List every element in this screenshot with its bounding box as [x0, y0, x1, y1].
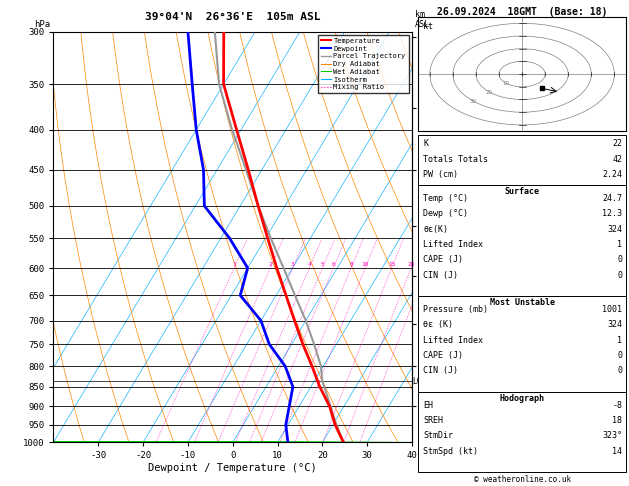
Text: 0: 0: [617, 271, 622, 279]
Text: 324: 324: [607, 320, 622, 330]
Text: θε (K): θε (K): [423, 320, 454, 330]
Text: 20: 20: [407, 262, 415, 267]
Text: 324: 324: [607, 225, 622, 234]
Text: 3: 3: [291, 262, 294, 267]
Text: CIN (J): CIN (J): [423, 366, 459, 375]
Text: 30: 30: [470, 99, 477, 104]
Text: K: K: [423, 139, 428, 148]
Text: SREH: SREH: [423, 416, 443, 425]
Text: CAPE (J): CAPE (J): [423, 255, 464, 264]
Text: 0: 0: [617, 255, 622, 264]
Text: 5: 5: [321, 262, 325, 267]
Text: 6: 6: [331, 262, 335, 267]
Text: 24.7: 24.7: [602, 194, 622, 203]
Text: 323°: 323°: [602, 432, 622, 440]
Text: hPa: hPa: [34, 20, 50, 29]
Text: 1: 1: [617, 336, 622, 345]
Text: 26.09.2024  18GMT  (Base: 18): 26.09.2024 18GMT (Base: 18): [437, 7, 607, 17]
Text: 4: 4: [308, 262, 311, 267]
Text: 0: 0: [617, 366, 622, 375]
Text: 10: 10: [503, 81, 509, 86]
Text: EH: EH: [423, 401, 433, 410]
Text: 20: 20: [486, 89, 493, 95]
Text: 8: 8: [349, 262, 353, 267]
Text: 0: 0: [617, 351, 622, 360]
Text: StmDir: StmDir: [423, 432, 454, 440]
Text: Totals Totals: Totals Totals: [423, 155, 488, 164]
Text: km
ASL: km ASL: [415, 11, 430, 29]
Text: 14: 14: [612, 447, 622, 456]
Text: Hodograph: Hodograph: [499, 394, 545, 403]
Text: θε(K): θε(K): [423, 225, 448, 234]
Text: Most Unstable: Most Unstable: [489, 298, 555, 307]
Text: 22: 22: [612, 139, 622, 148]
Text: CAPE (J): CAPE (J): [423, 351, 464, 360]
Text: 12.3: 12.3: [602, 209, 622, 218]
Text: © weatheronline.co.uk: © weatheronline.co.uk: [474, 475, 571, 484]
Text: Temp (°C): Temp (°C): [423, 194, 469, 203]
Text: PW (cm): PW (cm): [423, 170, 459, 179]
Text: 15: 15: [388, 262, 396, 267]
Text: -8: -8: [612, 401, 622, 410]
Text: Lifted Index: Lifted Index: [423, 336, 483, 345]
Text: 1001: 1001: [602, 305, 622, 314]
Text: 2.24: 2.24: [602, 170, 622, 179]
Text: 42: 42: [612, 155, 622, 164]
Text: 10: 10: [362, 262, 369, 267]
Text: Dewp (°C): Dewp (°C): [423, 209, 469, 218]
Text: 39°04'N  26°36'E  105m ASL: 39°04'N 26°36'E 105m ASL: [145, 12, 321, 22]
X-axis label: Dewpoint / Temperature (°C): Dewpoint / Temperature (°C): [148, 463, 317, 473]
Text: CIN (J): CIN (J): [423, 271, 459, 279]
Y-axis label: Mixing Ratio (g/kg): Mixing Ratio (g/kg): [428, 186, 438, 288]
Legend: Temperature, Dewpoint, Parcel Trajectory, Dry Adiabat, Wet Adiabat, Isotherm, Mi: Temperature, Dewpoint, Parcel Trajectory…: [318, 35, 408, 93]
Text: Surface: Surface: [504, 187, 540, 196]
Text: 1: 1: [232, 262, 236, 267]
Text: Pressure (mb): Pressure (mb): [423, 305, 488, 314]
Text: Lifted Index: Lifted Index: [423, 240, 483, 249]
Text: 2: 2: [269, 262, 272, 267]
Text: StmSpd (kt): StmSpd (kt): [423, 447, 478, 456]
Text: kt: kt: [423, 22, 433, 31]
Text: 1: 1: [617, 240, 622, 249]
Text: 18: 18: [612, 416, 622, 425]
Text: LCL: LCL: [413, 377, 426, 386]
